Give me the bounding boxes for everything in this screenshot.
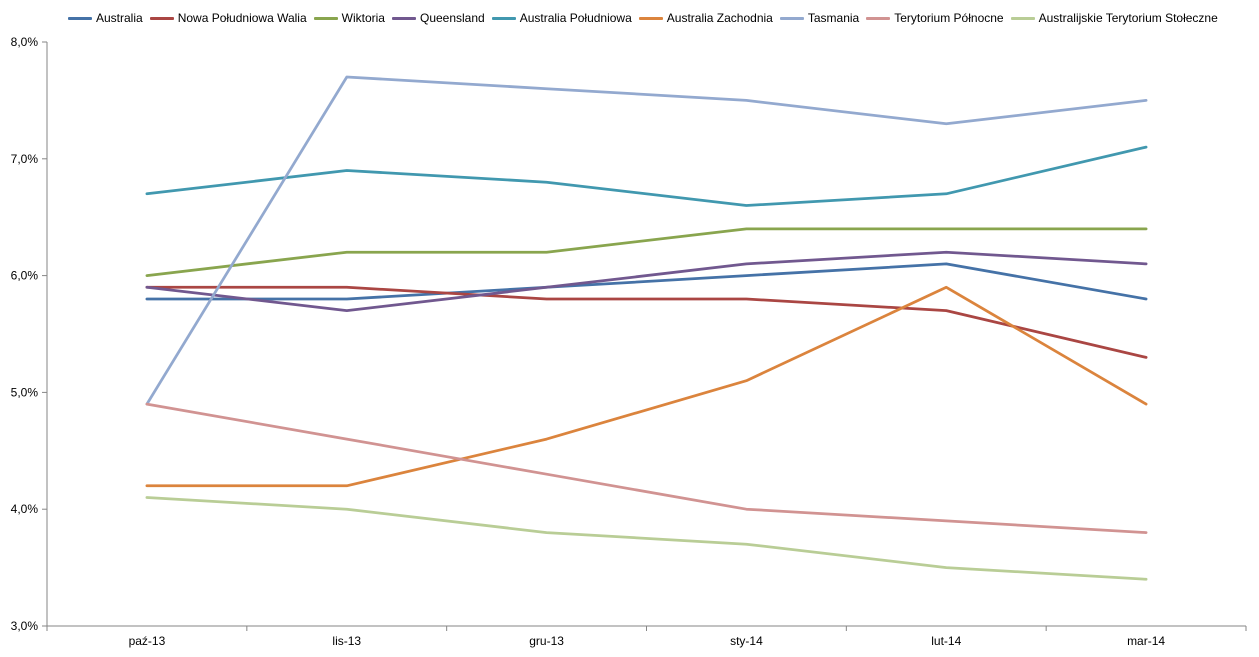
x-tick-label: sty-14 (730, 634, 763, 648)
y-tick-label: 6,0% (11, 269, 39, 283)
x-tick-label: lis-13 (332, 634, 361, 648)
legend-label: Tasmania (807, 11, 860, 25)
legend-label: Australia Południowa (519, 11, 632, 25)
y-tick-label: 5,0% (11, 385, 39, 399)
chart-series (145, 75, 1148, 581)
series-line-9 (145, 496, 1148, 581)
legend-item: Nowa Południowa Walia (149, 11, 307, 25)
series-line-1 (145, 262, 1148, 301)
legend-item: Australia (68, 11, 143, 25)
series-line-4 (145, 250, 1148, 312)
legend-label: Nowa Południowa Walia (177, 11, 307, 25)
legend-item: Australia Południowa (491, 11, 632, 25)
legend-swatch (313, 16, 338, 20)
y-tick-label: 8,0% (11, 35, 39, 49)
legend-label: Australia (96, 11, 143, 25)
legend-item: Tasmania (779, 11, 860, 25)
chart-axes: 3,0% 4,0% 5,0% 6,0% 7,0% 8,0% paź-13 lis-13 gru-… (11, 35, 1247, 648)
x-tick-label: lut-14 (931, 634, 961, 648)
x-tick-label: mar-14 (1127, 634, 1165, 648)
legend-item: Queensland (391, 11, 485, 25)
y-tick-label: 7,0% (11, 152, 39, 166)
series-line-6 (145, 285, 1148, 488)
y-tick-label: 4,0% (11, 502, 39, 516)
legend-swatch (149, 16, 174, 20)
legend-item: Australia Zachodnia (638, 11, 773, 25)
legend-item: Terytorium Północne (866, 11, 1004, 25)
legend-swatch (779, 16, 804, 20)
legend-label: Terytorium Północne (894, 11, 1004, 25)
legend-label: Queensland (419, 11, 485, 25)
legend-label: Wiktoria (341, 11, 385, 25)
y-tick-label: 3,0% (11, 619, 39, 633)
legend-swatch (638, 16, 663, 20)
legend-swatch (491, 16, 516, 20)
chart-legend: Australia Nowa Południowa Walia Wiktoria Qu… (68, 9, 1225, 27)
legend-label: Australijskie Terytorium Stołeczne (1038, 11, 1218, 25)
series-line-3 (145, 227, 1148, 277)
legend-swatch (68, 16, 92, 20)
series-line-7 (145, 75, 1148, 406)
x-tick-label: paź-13 (129, 634, 166, 648)
legend-swatch (866, 16, 891, 20)
series-line-5 (145, 145, 1148, 207)
legend-item: Australijskie Terytorium Stołeczne (1010, 11, 1218, 25)
series-line-2 (145, 285, 1148, 359)
legend-item: Wiktoria (313, 11, 385, 25)
series-line-8 (145, 402, 1148, 534)
legend-swatch (1010, 16, 1035, 20)
legend-label: Australia Zachodnia (666, 11, 773, 25)
legend-swatch (391, 16, 416, 20)
x-tick-label: gru-13 (529, 634, 564, 648)
